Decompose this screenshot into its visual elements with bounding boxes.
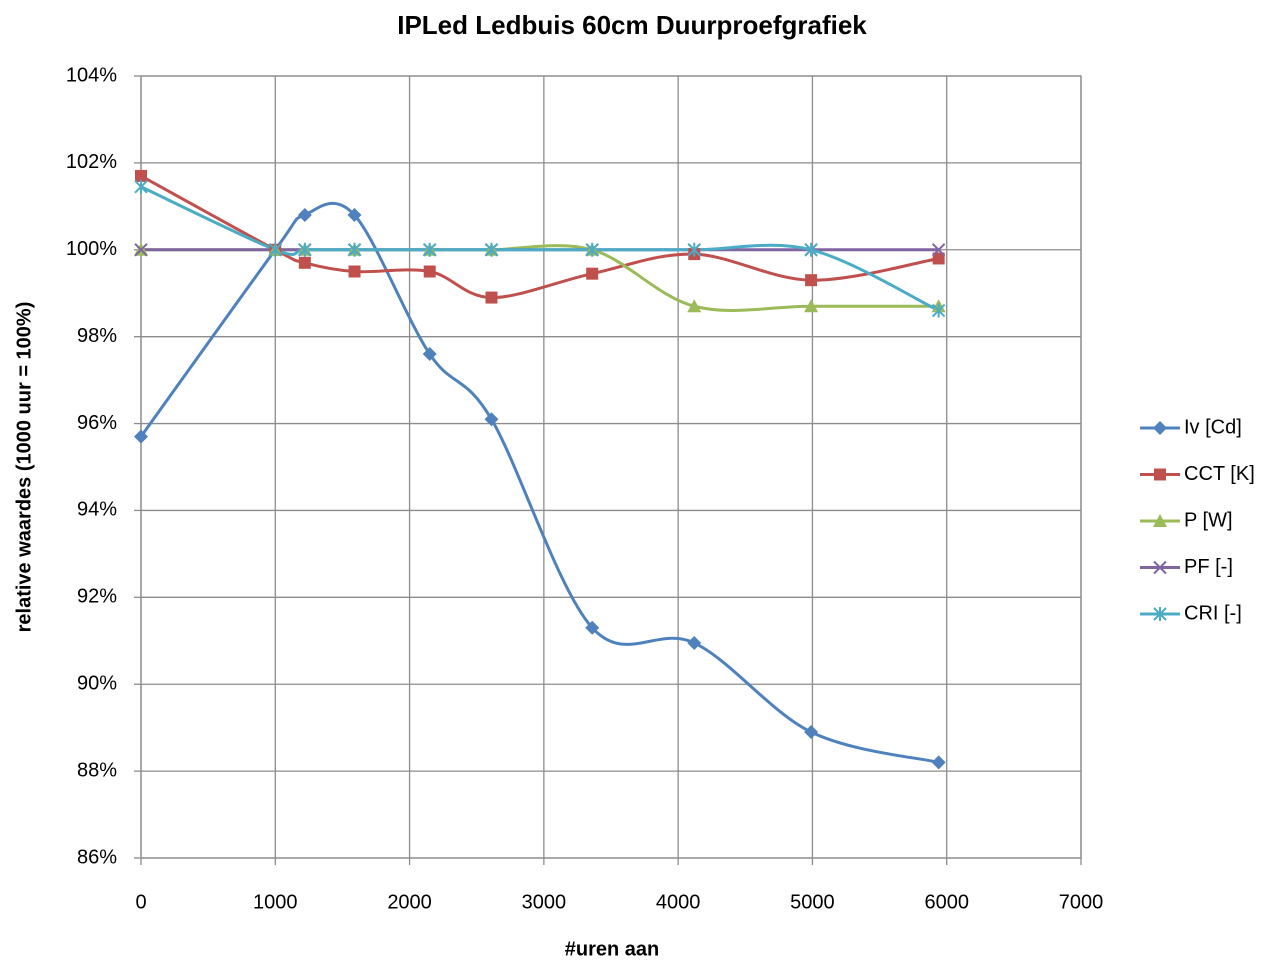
marker xyxy=(135,169,147,182)
x-tick-label: 1000 xyxy=(253,891,298,913)
y-tick-label: 92% xyxy=(77,586,117,608)
y-tick-label: 94% xyxy=(77,499,117,521)
plot-border xyxy=(140,75,1082,859)
y-tick-label: 104% xyxy=(66,64,117,86)
chart-title: IPLed Ledbuis 60cm Duurproefgrafiek xyxy=(397,10,867,40)
y-axis-title: relative waardes (1000 uur = 100%) xyxy=(13,302,35,633)
marker xyxy=(298,242,312,257)
marker xyxy=(1153,560,1167,575)
marker xyxy=(687,299,702,313)
x-tick-label: 7000 xyxy=(1059,891,1104,913)
marker xyxy=(932,252,945,265)
marker xyxy=(1153,514,1167,527)
marker xyxy=(423,265,436,278)
x-tick-label: 5000 xyxy=(790,891,835,913)
marker xyxy=(134,179,148,194)
series-line xyxy=(141,244,939,312)
marker xyxy=(931,303,946,318)
x-tick-label: 0 xyxy=(135,891,146,913)
marker xyxy=(298,256,311,269)
marker xyxy=(687,635,702,650)
marker xyxy=(347,242,362,257)
marker xyxy=(805,274,818,287)
y-tick-label: 96% xyxy=(77,412,117,434)
legend-item: CCT [K] xyxy=(1140,463,1255,485)
legend-item: CRI [-] xyxy=(1140,602,1242,624)
marker xyxy=(585,242,599,257)
marker xyxy=(804,242,818,257)
series-line xyxy=(139,201,940,764)
x-axis-title: #uren aan xyxy=(565,938,659,960)
x-tick-label: 2000 xyxy=(387,891,432,913)
y-tick-label: 86% xyxy=(77,846,117,868)
marker xyxy=(586,267,599,280)
y-tick-label: 100% xyxy=(66,238,117,260)
marker xyxy=(1153,607,1167,621)
y-tick-label: 88% xyxy=(77,759,117,781)
marker xyxy=(804,299,819,313)
y-tick-label: 102% xyxy=(66,151,117,173)
marker xyxy=(585,620,600,635)
marker xyxy=(484,412,499,427)
legend-label: PF [-] xyxy=(1184,556,1233,578)
marker xyxy=(931,243,946,257)
legend-item: P [W] xyxy=(1140,509,1233,531)
legend-item: PF [-] xyxy=(1140,556,1233,578)
marker xyxy=(422,347,437,362)
marker xyxy=(687,242,701,257)
marker xyxy=(297,208,312,223)
marker xyxy=(134,243,148,257)
legend-item: Iv [Cd] xyxy=(1140,416,1242,438)
series-line xyxy=(140,174,939,300)
legend-label: P [W] xyxy=(1184,509,1233,531)
marker xyxy=(423,242,437,257)
legend-label: Iv [Cd] xyxy=(1184,416,1242,438)
marker xyxy=(931,755,946,770)
legend-label: CCT [K] xyxy=(1184,463,1255,485)
legend-label: CRI [-] xyxy=(1184,602,1242,624)
marker xyxy=(485,291,498,304)
x-tick-label: 6000 xyxy=(924,891,969,913)
marker xyxy=(347,208,362,223)
x-tick-label: 3000 xyxy=(522,891,567,913)
y-tick-label: 90% xyxy=(77,673,117,695)
marker xyxy=(804,725,819,740)
series-line xyxy=(140,185,940,312)
y-tick-label: 98% xyxy=(77,325,117,347)
marker xyxy=(484,242,499,257)
marker xyxy=(1153,421,1167,435)
marker xyxy=(348,265,361,278)
x-tick-label: 4000 xyxy=(656,891,701,913)
marker xyxy=(134,429,148,444)
marker xyxy=(268,242,282,257)
marker xyxy=(1154,468,1166,481)
